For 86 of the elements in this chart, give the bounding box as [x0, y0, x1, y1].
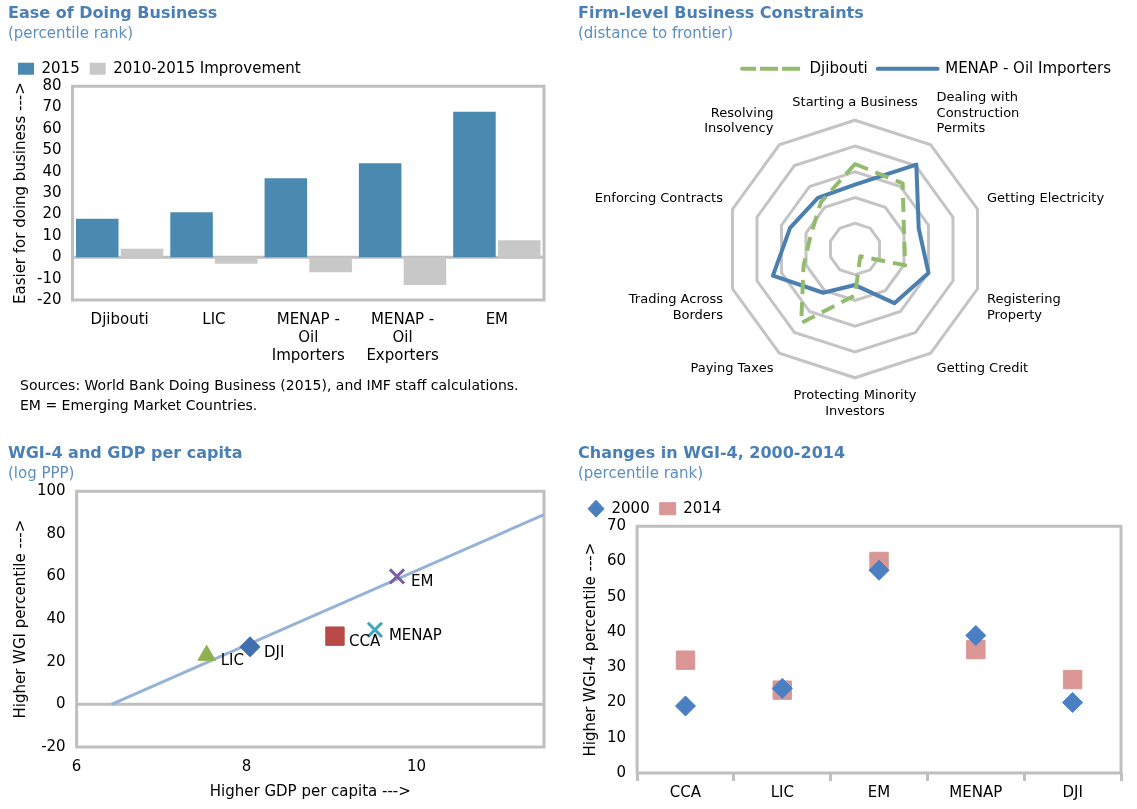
legend-label: MENAP - Oil Importers [945, 58, 1112, 77]
y-tick-label: 30 [42, 182, 62, 201]
y-tick-label: 70 [42, 97, 62, 116]
y-tick-label: -20 [41, 736, 66, 755]
x-tick-label: MENAP - Oil Exporters [366, 309, 439, 364]
y-tick-label: 60 [606, 551, 627, 570]
spoke-label: Starting a Business [792, 93, 918, 109]
y-tick-label: 80 [42, 76, 62, 95]
y-tick-label: 0 [56, 694, 66, 713]
series-label: EM [410, 572, 434, 591]
y-tick-label: 50 [606, 586, 627, 605]
y-tick-label: 10 [606, 727, 627, 746]
y-tick-label: 50 [42, 140, 62, 159]
legend-label: Djibouti [809, 58, 868, 77]
point [1062, 691, 1084, 713]
x-tick-label: 8 [241, 756, 252, 775]
spoke-label: Getting Electricity [987, 189, 1105, 205]
bar [75, 218, 119, 258]
spoke-label: Resolving Insolvency [704, 104, 774, 136]
series-label: LIC [220, 651, 244, 670]
y-tick-label: 100 [36, 481, 66, 500]
y-tick-label: 0 [616, 762, 627, 781]
y-tick-label: 40 [606, 621, 627, 640]
x-tick-label: LIC [202, 309, 226, 328]
chart-title: Firm-level Business Constraints [578, 2, 864, 22]
x-tick-label: CCA [669, 782, 702, 801]
y-tick-label: 80 [46, 523, 66, 542]
point [675, 650, 696, 670]
x-tick-label: 6 [71, 756, 82, 775]
chart-title: Ease of Doing Business [8, 2, 218, 22]
spoke-label: Getting Credit [936, 360, 1029, 376]
y-tick-label: 30 [606, 657, 627, 676]
y-tick-label: 60 [46, 566, 66, 585]
chart-subtitle: (distance to frontier) [578, 24, 734, 43]
spoke-label: Registering Property [987, 291, 1061, 322]
chart-subtitle: (percentile rank) [8, 24, 134, 43]
x-axis-title: Higher GDP per capita ---> [209, 781, 411, 800]
y-tick-label: 10 [42, 225, 62, 244]
point [868, 559, 890, 581]
spoke-label: Protecting Minority Investors [793, 386, 917, 418]
bar [453, 111, 496, 258]
chart-subtitle: (percentile rank) [578, 464, 704, 483]
bar [170, 212, 213, 258]
x-tick-label: LIC [770, 782, 794, 801]
x-tick-label: MENAP [949, 782, 1003, 801]
y-axis-title: Higher WGI percentile ---> [10, 519, 29, 719]
y-axis-title: Easier for doing business ---> [10, 82, 29, 305]
y-axis-title: Higher WGI-4 percentile ---> [580, 542, 599, 757]
series-label: DJI [263, 642, 285, 661]
spoke-label: Trading Across Borders [627, 291, 724, 322]
bar [264, 178, 308, 258]
legend-label: 2015 [41, 58, 80, 77]
y-tick-label: 70 [606, 516, 627, 535]
point [1062, 669, 1083, 690]
point [388, 567, 406, 586]
y-tick-label: 20 [42, 204, 62, 223]
spoke-label: Paying Taxes [690, 360, 774, 376]
series-label: MENAP [388, 625, 442, 644]
y-tick-label: 0 [51, 247, 62, 266]
spoke-label: Dealing with Construction Permits [936, 89, 1020, 136]
x-tick-label: 10 [406, 756, 427, 775]
series-label: CCA [348, 632, 381, 651]
x-tick-label: EM [867, 782, 891, 801]
x-tick-label: EM [485, 309, 509, 328]
point [325, 626, 345, 646]
y-tick-label: 20 [606, 692, 627, 711]
chart-title: Changes in WGI-4, 2000-2014 [578, 442, 846, 462]
chart-title: WGI-4 and GDP per capita [8, 442, 243, 462]
y-tick-label: 40 [46, 608, 66, 627]
bar [358, 163, 402, 258]
chart-subtitle: (log PPP) [8, 464, 75, 483]
source-note: Sources: World Bank Doing Business (2015), and IMF staff calculations. EM = Emerging Market Countries. [19, 376, 520, 415]
point [965, 625, 987, 646]
x-tick-label: DJI [1062, 782, 1083, 801]
x-tick-label: MENAP - Oil Importers [271, 309, 345, 364]
y-tick-label: 60 [42, 118, 62, 137]
legend-label: 2000 [611, 498, 650, 517]
legend-label: 2014 [683, 498, 722, 517]
spoke-label: Enforcing Contracts [594, 189, 724, 205]
y-tick-label: 20 [46, 651, 66, 670]
x-tick-label: Djibouti [90, 309, 149, 328]
y-tick-label: -20 [37, 289, 62, 308]
point [674, 695, 696, 717]
legend-label: 2010-2015 Improvement [113, 58, 301, 77]
y-tick-label: -10 [37, 268, 62, 287]
y-tick-label: 40 [42, 161, 62, 180]
